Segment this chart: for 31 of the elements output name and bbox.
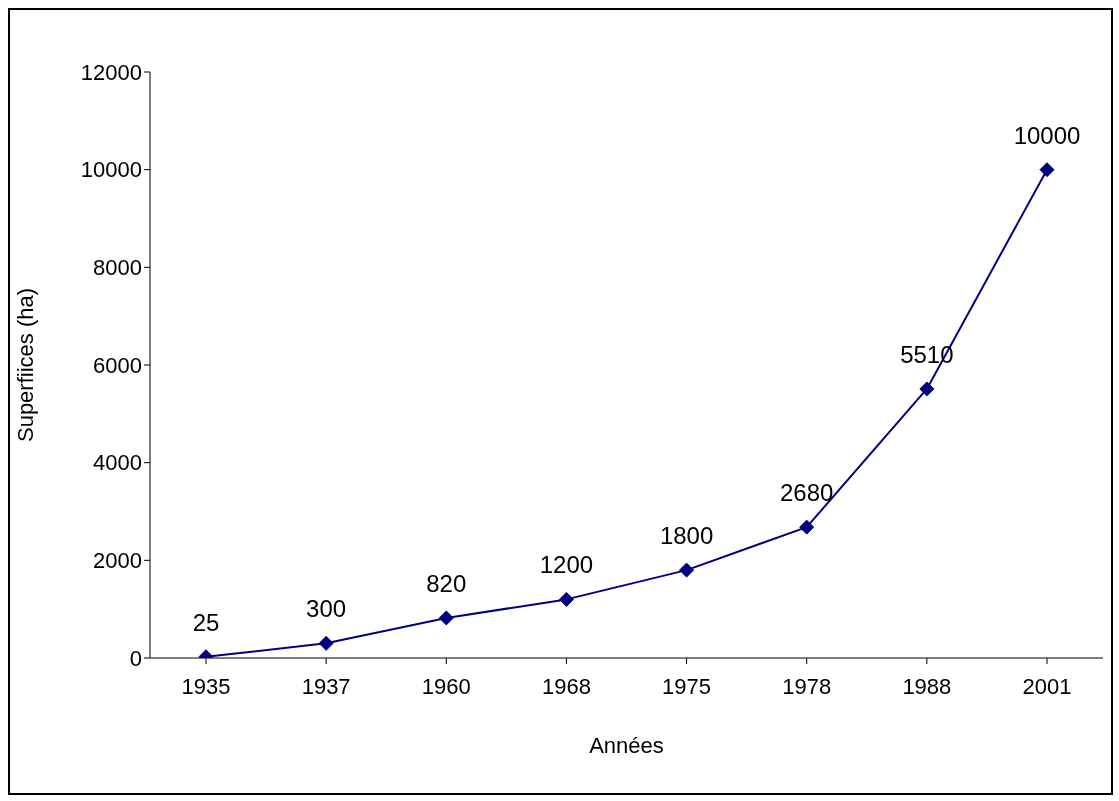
- data-label: 2680: [780, 479, 834, 507]
- x-tick-label: 1935: [181, 673, 231, 699]
- x-tick-label: 1937: [301, 673, 351, 699]
- data-label: 820: [426, 569, 467, 597]
- y-tick-label: 6000: [93, 352, 142, 378]
- x-axis-title: Années: [589, 733, 664, 758]
- data-label: 10000: [1013, 121, 1081, 149]
- y-axis-title: Superfiices (ha): [12, 287, 38, 443]
- y-tick-label: 0: [129, 645, 142, 671]
- y-tick-label: 4000: [93, 450, 142, 476]
- point: [1039, 162, 1055, 178]
- data-label: 300: [306, 595, 347, 623]
- point: [799, 519, 815, 535]
- x-tick-label: 1975: [662, 673, 712, 699]
- data-label: 1800: [659, 522, 714, 550]
- y-tick-label: 10000: [80, 157, 142, 183]
- x-tick-label: 1968: [541, 673, 591, 699]
- point: [679, 562, 695, 578]
- x-tick-label: 1988: [902, 673, 952, 699]
- y-tick-label: 12000: [80, 59, 142, 85]
- point: [558, 591, 574, 607]
- point: [438, 610, 454, 626]
- y-tick-label: 2000: [93, 548, 142, 574]
- y-tick-label: 8000: [93, 255, 142, 281]
- x-tick-label: 1978: [782, 673, 832, 699]
- x-tick-label: 1960: [421, 673, 471, 699]
- x-tick-label: 2001: [1022, 673, 1072, 699]
- point: [318, 635, 334, 651]
- point: [919, 381, 935, 397]
- data-label: 1200: [539, 551, 594, 579]
- data-label: 25: [192, 608, 220, 636]
